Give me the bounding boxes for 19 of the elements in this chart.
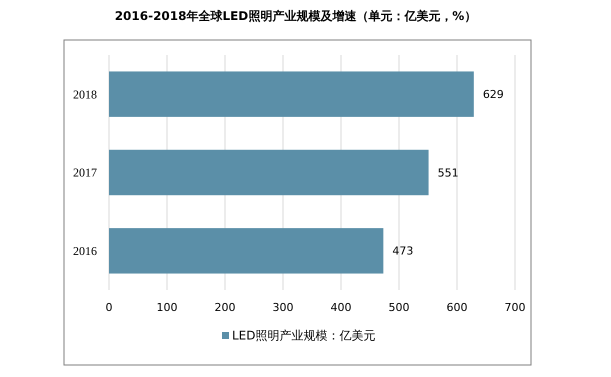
legend-label: LED照明产业规模：亿美元 [232,328,376,342]
bar [109,71,474,117]
chart-title: 2016-2018年全球LED照明产业规模及增速（单元：亿美元，%） [114,9,476,23]
bar [109,150,429,196]
x-tick-label: 700 [504,301,526,314]
y-tick-label: 2017 [73,166,97,180]
x-tick-label: 400 [330,301,352,314]
bar [109,228,384,274]
x-tick-label: 300 [272,301,294,314]
data-label: 473 [392,244,414,258]
x-tick-label: 0 [106,301,112,314]
x-tick-label: 600 [446,301,468,314]
y-tick-label: 2018 [73,87,97,102]
data-label: 551 [438,166,459,180]
data-label: 629 [482,88,504,102]
x-tick-label: 100 [156,301,178,314]
x-tick-label: 200 [214,301,236,314]
x-tick-label: 500 [388,301,410,314]
y-tick-label: 2016 [73,244,97,258]
